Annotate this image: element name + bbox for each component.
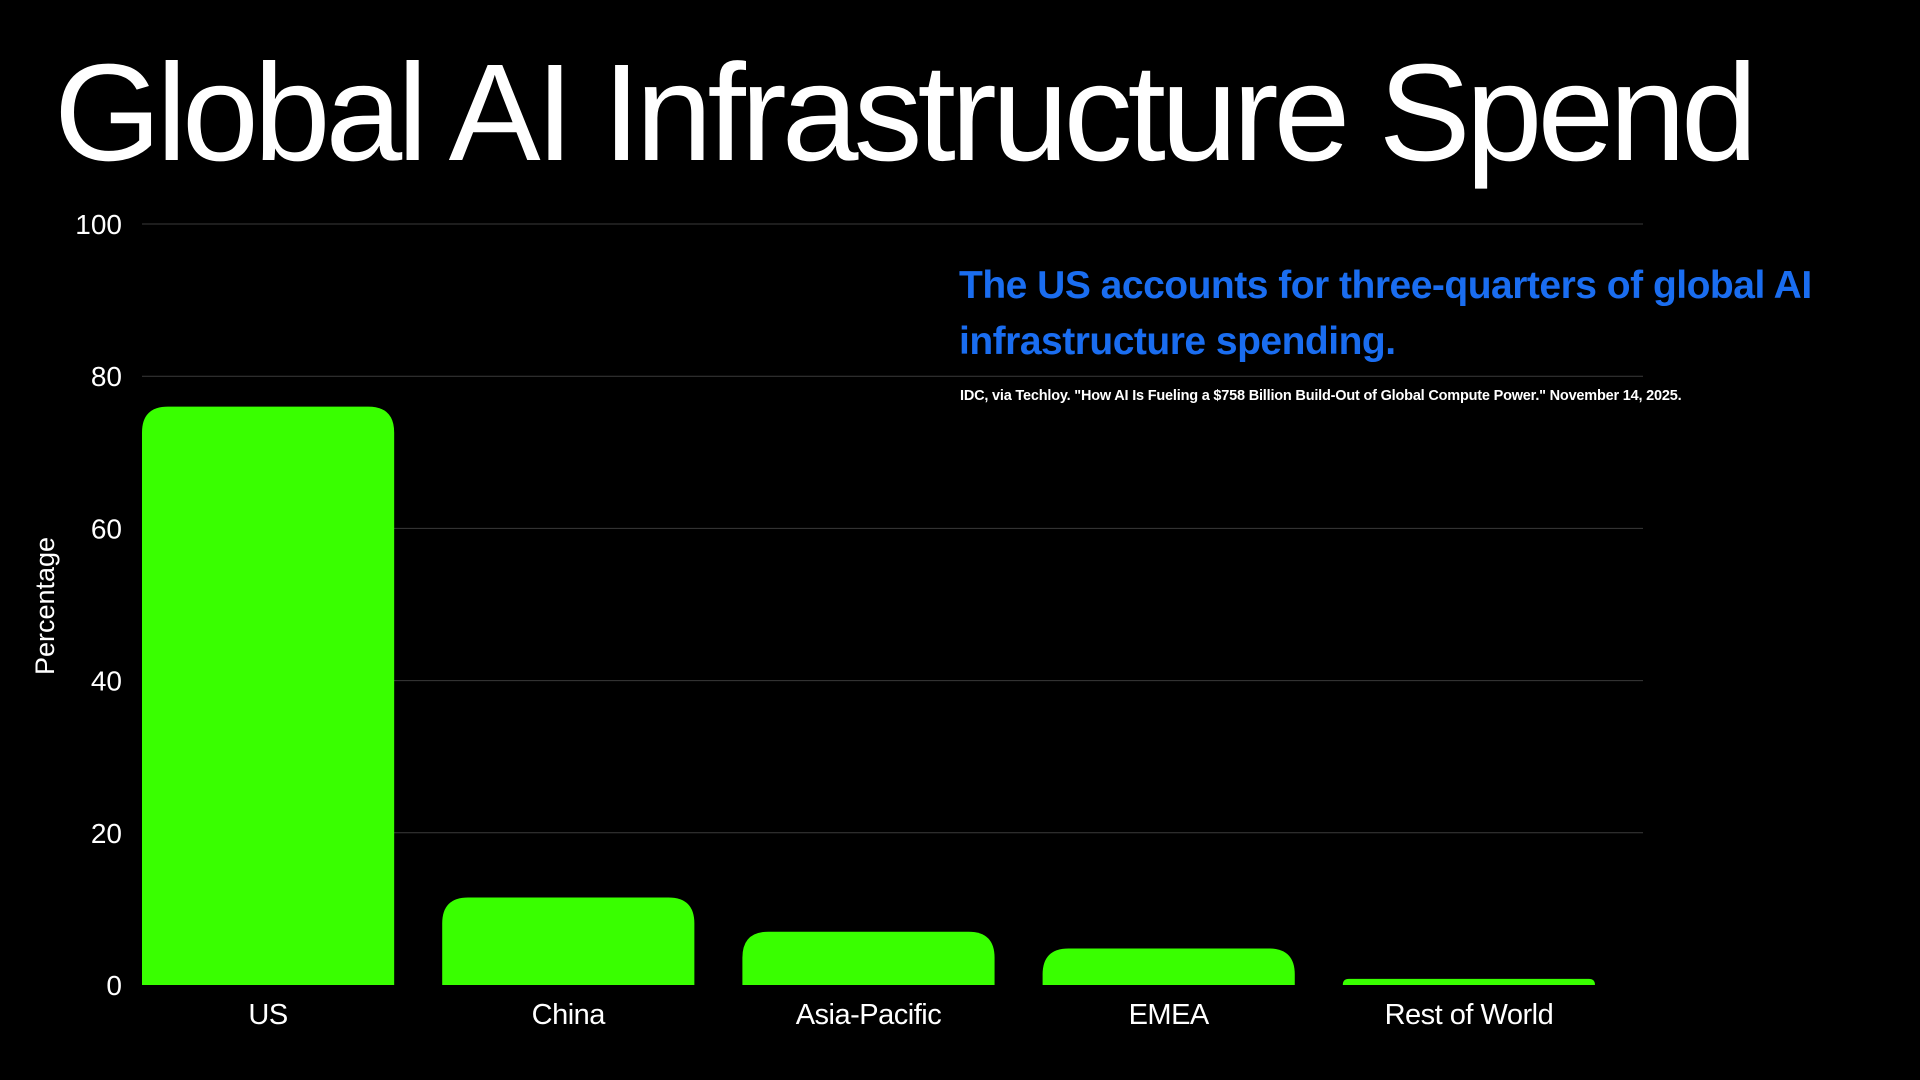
bar-china [442,897,695,985]
x-tick-label: China [532,999,607,1031]
chart-callout: The US accounts for three-quarters of gl… [959,264,1812,363]
y-tick-label: 0 [106,970,122,1001]
bar-emea [1042,948,1295,985]
bar-asia-pacific [742,931,995,985]
y-tick-label: 80 [91,361,122,392]
bars [142,406,1595,985]
x-tick-label: EMEA [1129,999,1210,1031]
source-citation: IDC, via Techloy. "How AI Is Fueling a $… [960,388,1682,404]
y-tick-label: 60 [91,513,122,544]
y-tick-label: 20 [91,818,122,849]
x-tick-label: Rest of World [1385,999,1554,1031]
x-tick-label: Asia-Pacific [796,999,942,1031]
page-title: Global AI Infrastructure Spend [54,36,1758,190]
x-axis-ticks: US China Asia-Pacific EMEA Rest of World [248,999,1553,1031]
x-tick-label: US [248,999,287,1031]
y-tick-label: 40 [91,666,122,697]
bar-rest-of-world [1342,978,1595,985]
y-tick-label: 100 [75,209,122,240]
bar-us [142,406,395,985]
y-axis-ticks: 0 20 40 60 80 100 [75,209,122,1001]
y-axis-title: Percentage [30,537,60,675]
